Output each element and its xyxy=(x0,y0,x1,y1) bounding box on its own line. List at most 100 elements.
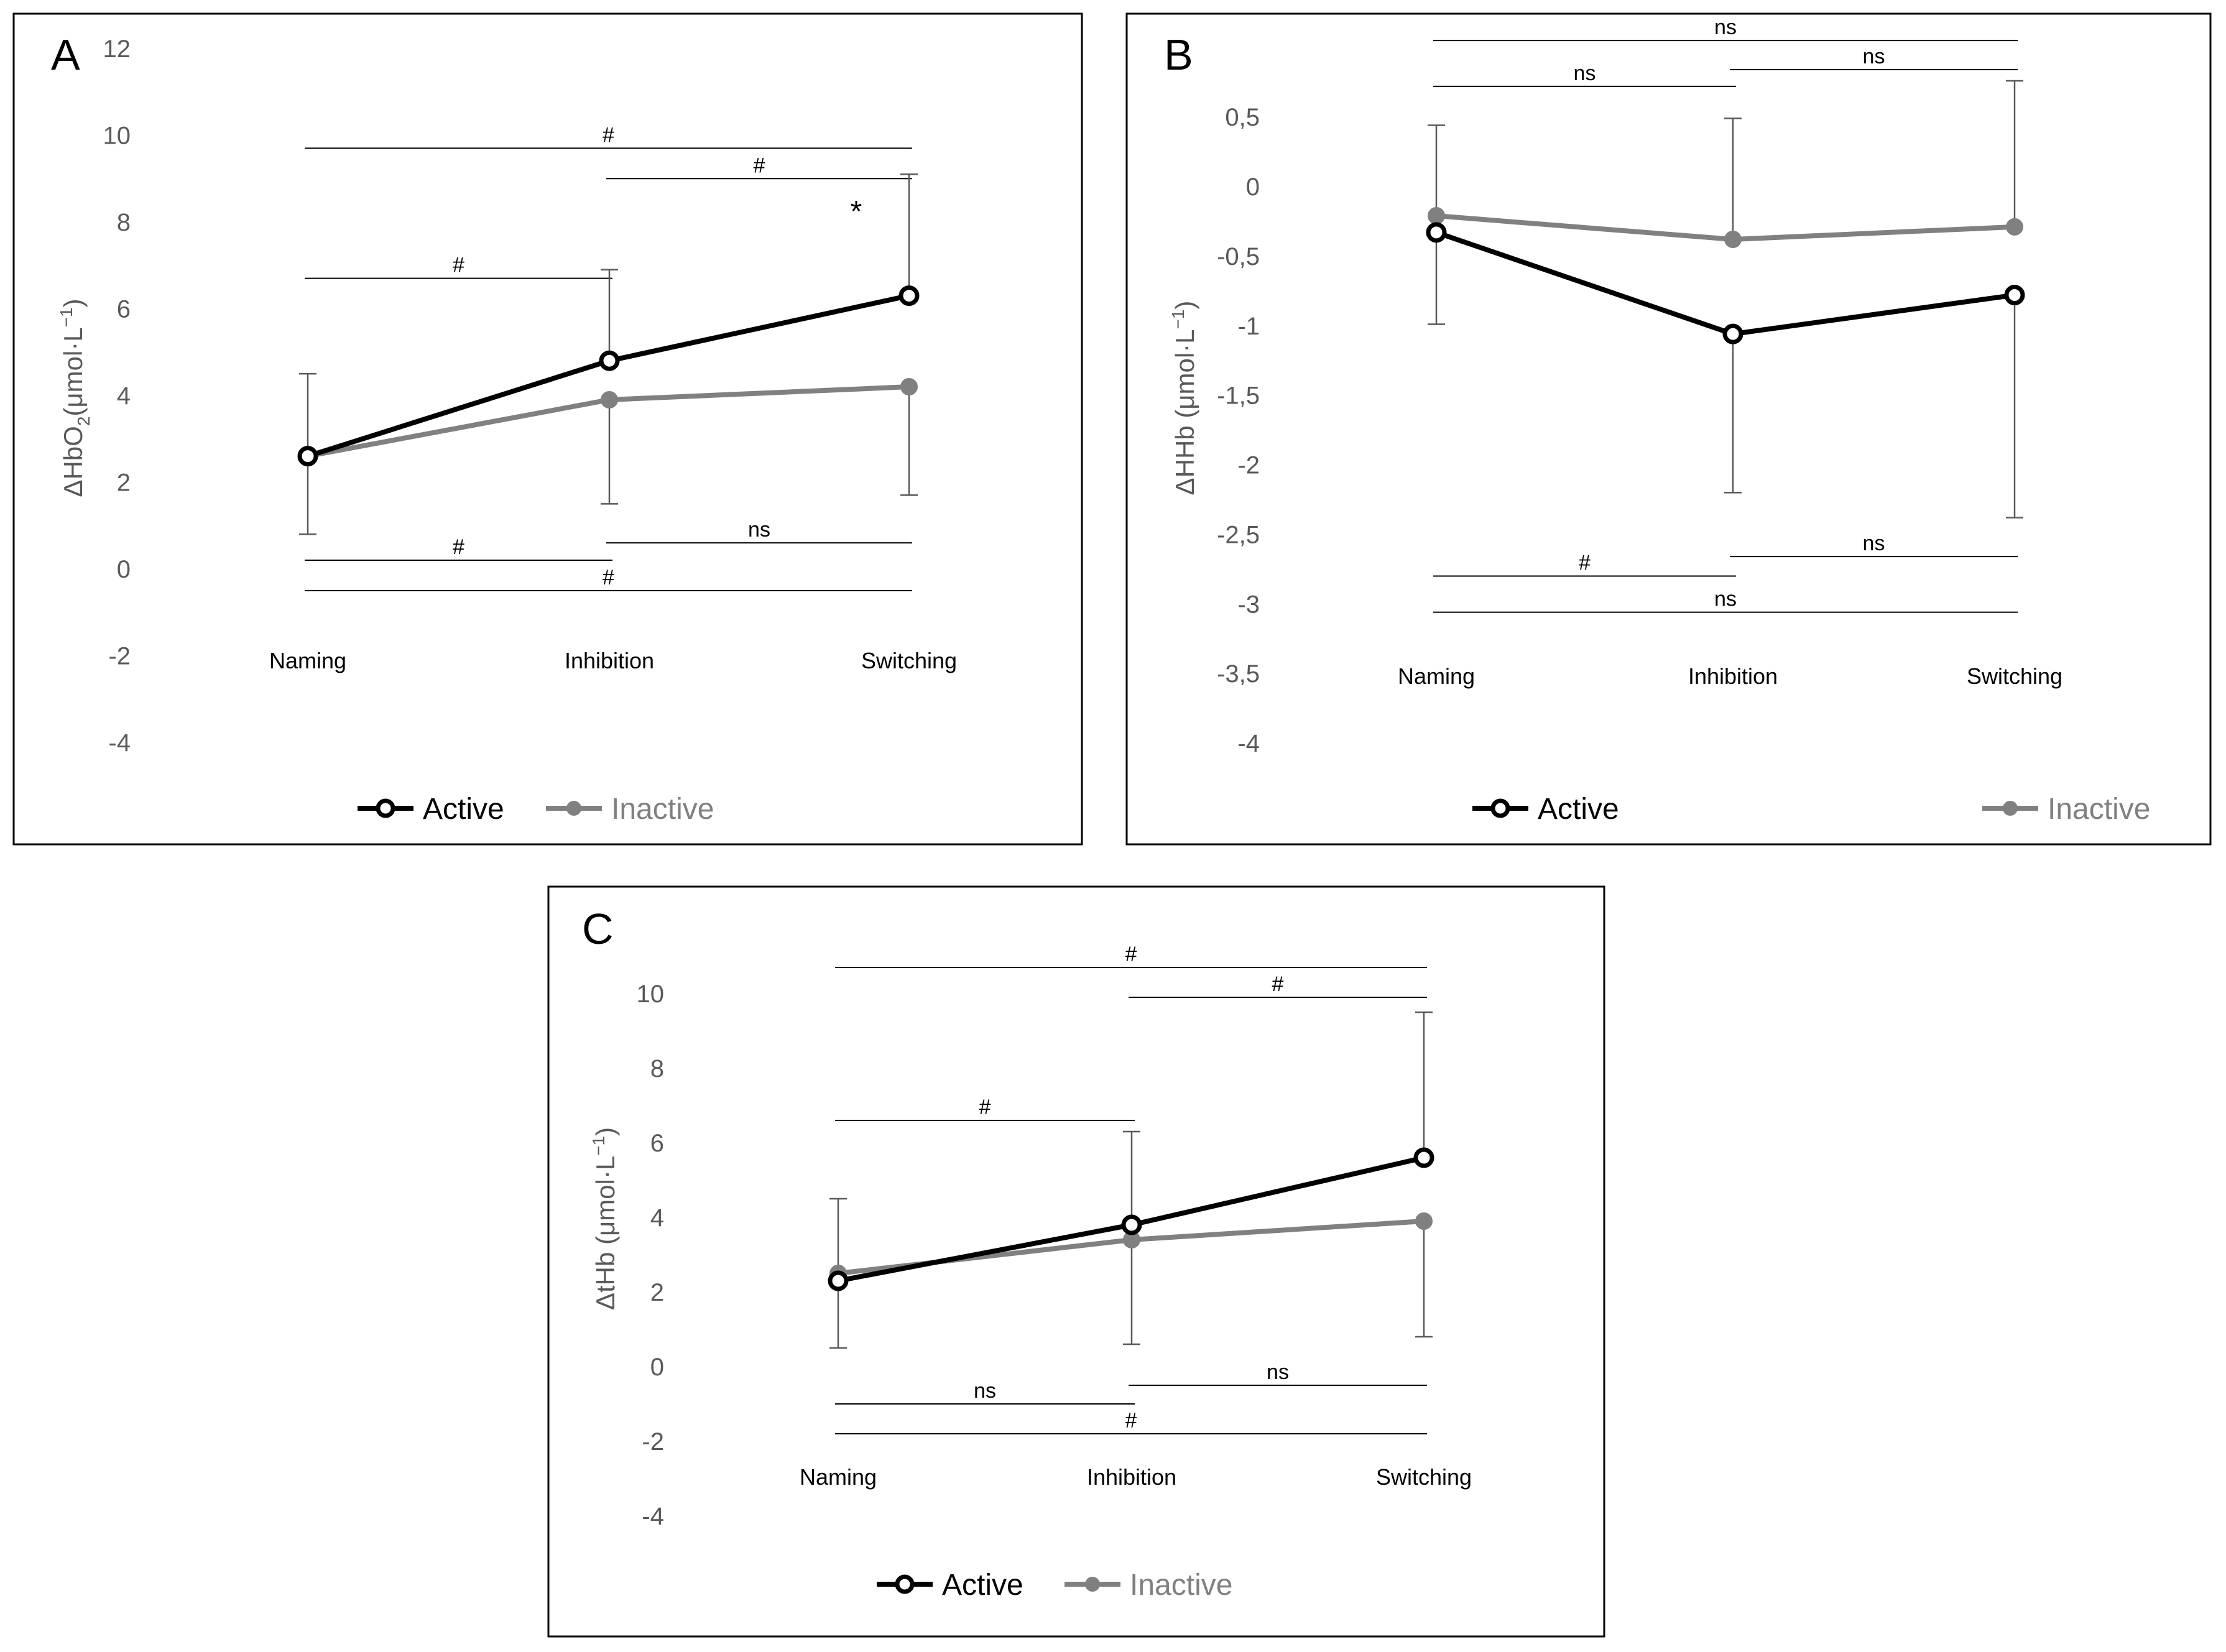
y-axis-label-part: ΔHbO xyxy=(58,426,88,497)
legend-item-active: Active xyxy=(358,793,504,826)
legend-swatch-marker xyxy=(566,801,581,816)
legend-item-active: Active xyxy=(877,1569,1023,1602)
y-tick-label: -2 xyxy=(642,1428,664,1456)
y-axis-label-part: (μmol·L xyxy=(58,327,88,416)
y-axis-label-part: −1 xyxy=(57,307,76,327)
legend-label: Inactive xyxy=(611,793,714,826)
panel-letter: B xyxy=(1164,30,1193,79)
y-tick-label: 0 xyxy=(117,556,131,583)
y-axis-label-part: 2 xyxy=(74,417,93,427)
data-point-active xyxy=(828,1270,849,1291)
x-category-label: Naming xyxy=(800,1464,877,1490)
legend-item-inactive: Inactive xyxy=(546,793,714,826)
legend-label: Active xyxy=(423,793,504,826)
y-axis-label: ΔHHb (μmol·L−1) xyxy=(1168,301,1199,496)
y-axis-label-part: ) xyxy=(58,298,88,307)
y-axis-label: ΔtHb (μmol·L−1) xyxy=(589,1127,620,1310)
panel-letter: C xyxy=(582,905,614,953)
x-category-label: Switching xyxy=(1376,1464,1472,1490)
y-tick-label: 8 xyxy=(650,1055,664,1082)
data-point-inactive xyxy=(900,378,918,396)
y-axis-label-part: ΔtHb (μmol·L xyxy=(591,1156,620,1310)
y-tick-label: -0,5 xyxy=(1217,243,1260,270)
comparison-label: # xyxy=(1125,943,1137,966)
data-point-inactive xyxy=(1415,1212,1433,1230)
data-point-active xyxy=(1121,1214,1142,1235)
comparison-label: ns xyxy=(1714,588,1737,611)
comparison-label: ns xyxy=(1863,532,1885,555)
significance-asterisk: * xyxy=(851,195,862,228)
x-category-label: Switching xyxy=(861,648,957,673)
y-tick-label: 4 xyxy=(650,1204,664,1232)
comparison-label: ns xyxy=(1574,62,1596,85)
y-axis-label-part: ΔHHb (μmol·L xyxy=(1170,329,1199,495)
x-category-label: Naming xyxy=(1398,663,1475,689)
data-point-inactive xyxy=(1428,206,1445,224)
data-point-active xyxy=(599,350,620,371)
panel-frame xyxy=(547,885,1605,1638)
comparison-label: # xyxy=(1272,972,1284,996)
x-category-label: Inhibition xyxy=(1087,1464,1176,1490)
y-tick-label: 10 xyxy=(103,122,131,150)
comparison-label: # xyxy=(754,154,765,177)
y-tick-label: 4 xyxy=(117,382,131,410)
legend-label: Active xyxy=(1538,793,1619,826)
legend-swatch-marker xyxy=(2003,801,2018,816)
legend-swatch-marker xyxy=(376,798,395,818)
legend-item-active: Active xyxy=(1472,793,1619,826)
y-tick-label: 0 xyxy=(1246,173,1260,201)
data-point-inactive xyxy=(601,390,618,408)
data-point-active xyxy=(1413,1147,1434,1168)
y-tick-label: -4 xyxy=(1237,730,1260,757)
y-tick-label: 8 xyxy=(117,209,131,236)
y-axis-label-part: −1 xyxy=(589,1136,608,1156)
y-tick-label: 6 xyxy=(117,296,131,323)
y-tick-label: 0,5 xyxy=(1225,104,1260,131)
legend-swatch-marker xyxy=(1085,1577,1100,1592)
x-category-label: Naming xyxy=(269,648,346,673)
x-category-label: Switching xyxy=(1967,663,2062,689)
comparison-label: ns xyxy=(974,1379,996,1403)
comparison-label: # xyxy=(453,254,464,277)
comparison-label: # xyxy=(603,123,614,147)
y-tick-label: -3,5 xyxy=(1217,660,1260,688)
y-tick-label: -4 xyxy=(108,729,131,757)
y-tick-label: 10 xyxy=(637,981,665,1008)
panel-b: B 0,5 0 -0,5 -1 -1,5 -2 -2,5 -3 -3,5 -4 ΔHHb (μmol·… xyxy=(1125,12,2212,846)
y-tick-label: -4 xyxy=(642,1503,664,1530)
y-tick-label: -2 xyxy=(1237,452,1260,479)
legend-label: Inactive xyxy=(1130,1569,1232,1602)
legend-swatch-marker xyxy=(895,1574,915,1594)
y-axis-label-part: ) xyxy=(591,1127,620,1136)
y-tick-label: 12 xyxy=(103,35,131,63)
y-axis-label-part: −1 xyxy=(1168,310,1188,330)
y-tick-label: -2 xyxy=(108,643,131,670)
legend-item-inactive: Inactive xyxy=(1065,1569,1232,1602)
comparison-label: ns xyxy=(1714,16,1737,39)
data-point-inactive xyxy=(1724,231,1742,249)
legend-label: Inactive xyxy=(2048,793,2150,826)
comparison-label: ns xyxy=(1863,45,1885,68)
data-point-active xyxy=(898,285,920,307)
comparison-label: ns xyxy=(1267,1360,1289,1384)
y-tick-label: -2,5 xyxy=(1217,521,1260,548)
comparison-label: ns xyxy=(748,518,770,542)
comparison-label: # xyxy=(1579,551,1591,575)
data-point-inactive xyxy=(2006,218,2023,236)
data-point-active xyxy=(1426,222,1447,243)
y-tick-label: 0 xyxy=(650,1354,664,1381)
data-point-active xyxy=(1722,323,1743,344)
legend-item-inactive: Inactive xyxy=(1982,793,2150,826)
comparison-label: # xyxy=(603,566,614,589)
y-tick-label: 2 xyxy=(117,469,131,497)
y-tick-label: -3 xyxy=(1237,591,1260,618)
data-point-active xyxy=(297,446,318,467)
comparison-label: # xyxy=(979,1096,991,1119)
comparison-label: # xyxy=(453,535,464,559)
x-category-label: Inhibition xyxy=(1688,663,1778,689)
panel-letter: A xyxy=(51,30,80,79)
legend-swatch-marker xyxy=(1490,798,1510,818)
data-point-active xyxy=(2004,285,2025,306)
